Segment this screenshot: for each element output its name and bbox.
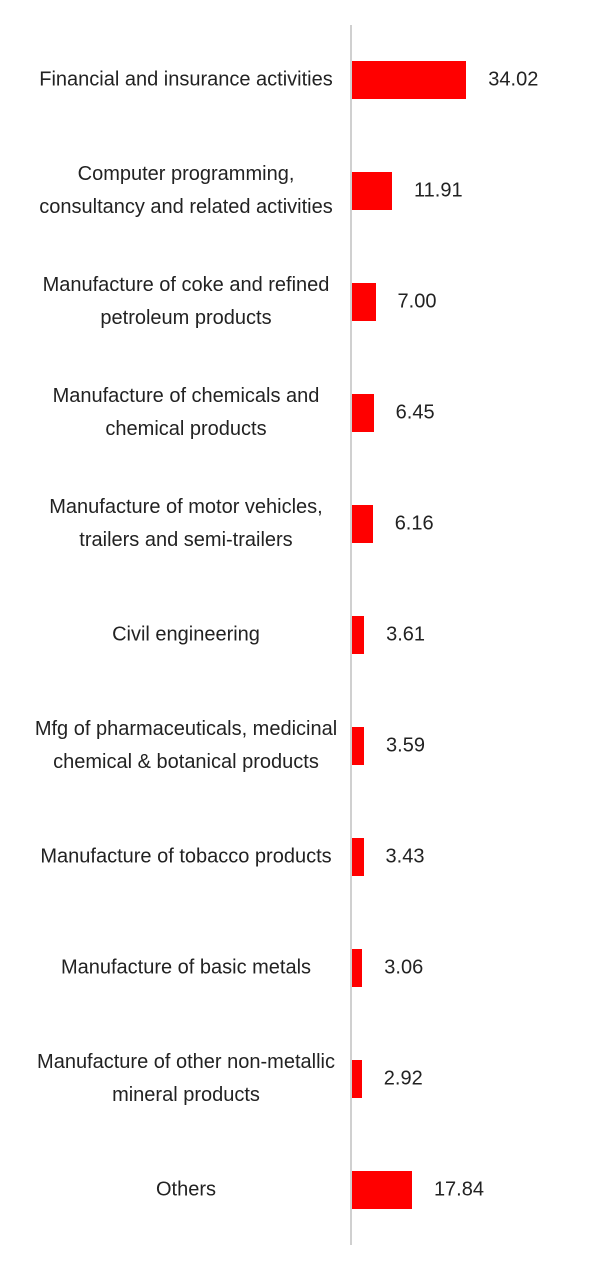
category-label: Computer programming, consultancy and re… [39,163,333,218]
bar [352,1171,412,1209]
category-label: Others [155,1178,217,1201]
category-label: Manufacture of basic metals [60,956,312,979]
value-label: 3.43 [385,845,425,868]
category-label: Manufacture of chemicals and chemical pr… [52,385,320,440]
category-label: Manufacture of other non-metallic minera… [37,1051,335,1106]
value-label: 7.00 [397,290,437,313]
value-label: 3.06 [384,956,424,979]
category-label: Financial and insurance activities [39,68,333,91]
value-label: 11.91 [414,179,463,202]
value-label: 3.61 [386,623,426,646]
value-label: 6.16 [394,512,434,535]
category-label: Manufacture of tobacco products [40,845,332,868]
bar [352,283,376,321]
value-label: 3.59 [386,734,425,757]
bar [352,505,373,543]
category-label: Civil engineering [112,623,260,646]
value-label: 34.02 [488,68,539,91]
bar [352,61,467,99]
bar [352,1060,362,1098]
category-label: Manufacture of motor vehicles, trailers … [49,496,323,551]
bar [352,838,364,876]
category-label: Manufacture of coke and refined petroleu… [42,274,330,329]
value-label: 6.45 [395,401,435,424]
bar [352,394,374,432]
value-label: 17.84 [433,1178,484,1201]
bar [352,616,365,654]
value-label: 2.92 [383,1067,423,1090]
bar [352,949,363,987]
bar [352,727,365,765]
bar [352,172,393,210]
category-label: Mfg of pharmaceuticals, medicinal chemic… [34,718,338,773]
axis-line [350,25,352,1245]
